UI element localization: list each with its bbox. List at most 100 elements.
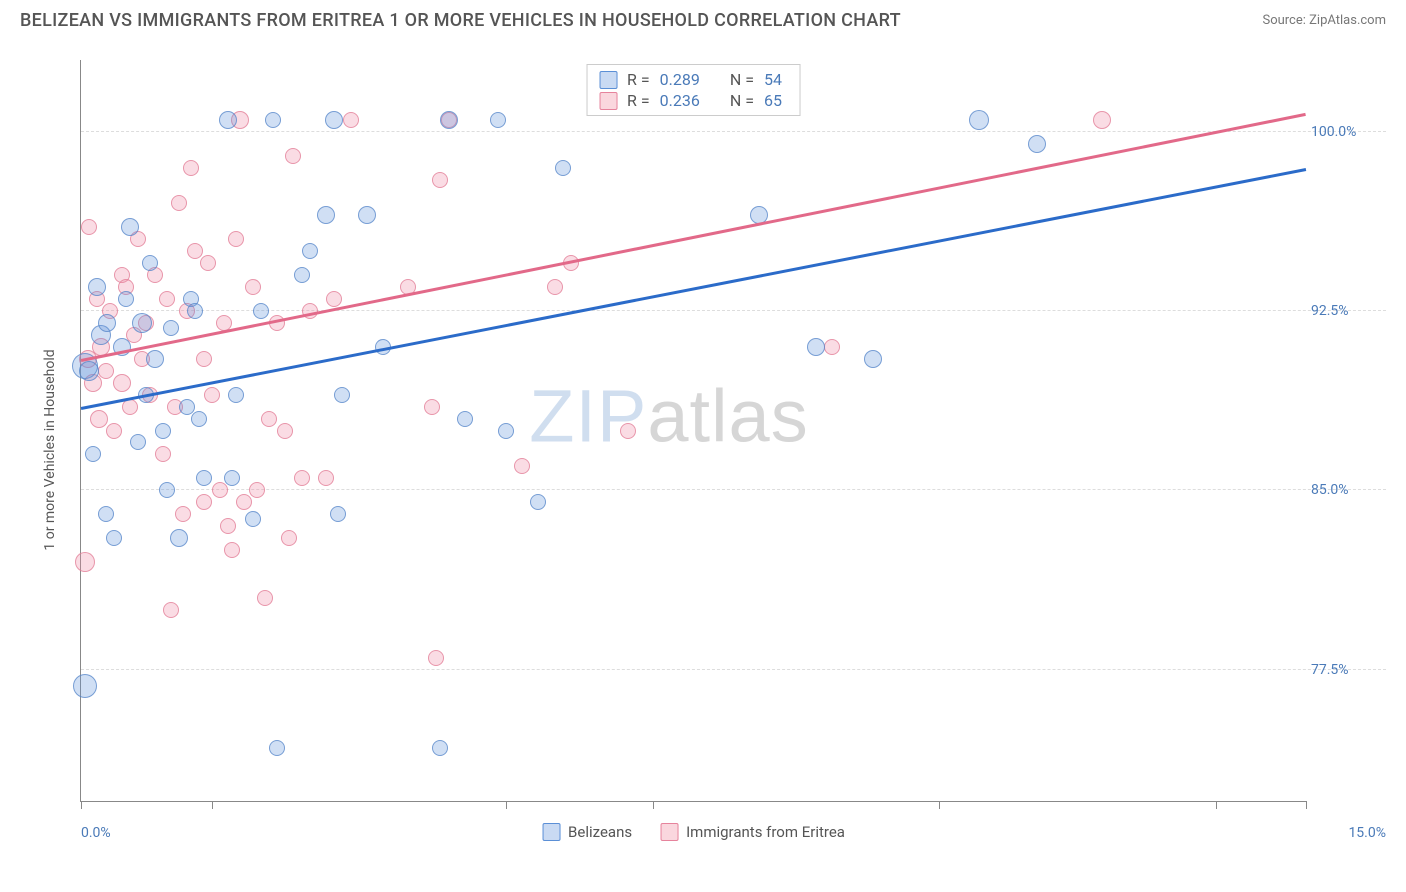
scatter-point — [142, 255, 158, 271]
x-axis-min-label: 0.0% — [81, 825, 111, 841]
scatter-point — [1028, 135, 1046, 153]
scatter-point — [969, 110, 989, 130]
y-tick-label: 100.0% — [1311, 124, 1381, 140]
legend-item-eritrea: Immigrants from Eritrea — [660, 823, 845, 841]
gridline — [81, 669, 1386, 670]
scatter-point — [191, 411, 207, 427]
scatter-point — [171, 195, 187, 211]
r-value: 0.289 — [660, 70, 700, 89]
scatter-point — [155, 423, 171, 439]
scatter-point — [146, 350, 164, 368]
scatter-point — [265, 112, 281, 128]
scatter-point — [228, 387, 244, 403]
legend-top: R = 0.289 N = 54 R = 0.236 N = 65 — [586, 64, 801, 116]
scatter-point — [106, 530, 122, 546]
scatter-point — [330, 506, 346, 522]
r-label: R = — [627, 91, 650, 110]
scatter-point — [285, 148, 301, 164]
scatter-point — [163, 602, 179, 618]
scatter-point — [228, 231, 244, 247]
scatter-point — [864, 350, 882, 368]
scatter-point — [245, 279, 261, 295]
y-tick-label: 92.5% — [1311, 303, 1381, 319]
swatch-pink-icon — [599, 92, 617, 110]
scatter-point — [424, 399, 440, 415]
scatter-point — [224, 470, 240, 486]
scatter-point — [212, 482, 228, 498]
x-tick — [81, 801, 82, 809]
scatter-point — [175, 506, 191, 522]
scatter-point — [1093, 111, 1111, 129]
x-axis-max-label: 15.0% — [1348, 825, 1386, 841]
scatter-point — [294, 470, 310, 486]
scatter-point — [294, 267, 310, 283]
scatter-point — [457, 411, 473, 427]
legend-top-row-blue: R = 0.289 N = 54 — [599, 69, 782, 90]
scatter-point — [121, 218, 139, 236]
scatter-point — [261, 411, 277, 427]
scatter-point — [334, 387, 350, 403]
scatter-point — [224, 542, 240, 558]
scatter-point — [257, 590, 273, 606]
x-tick — [939, 801, 940, 809]
scatter-point — [245, 511, 261, 527]
watermark: ZIPatlas — [529, 373, 808, 458]
swatch-pink-icon — [660, 823, 678, 841]
swatch-blue-icon — [599, 71, 617, 89]
r-label: R = — [627, 70, 650, 89]
x-tick — [653, 801, 654, 809]
scatter-point — [253, 303, 269, 319]
scatter-point — [159, 482, 175, 498]
scatter-point — [358, 206, 376, 224]
scatter-point — [196, 351, 212, 367]
x-tick — [212, 801, 213, 809]
scatter-point — [555, 160, 571, 176]
scatter-point — [155, 446, 171, 462]
plot-area: ZIPatlas R = 0.289 N = 54 R = 0.236 N = … — [80, 60, 1306, 802]
trend-line — [81, 168, 1306, 409]
scatter-point — [132, 313, 152, 333]
x-tick — [1216, 801, 1217, 809]
scatter-point — [317, 206, 335, 224]
scatter-point — [325, 111, 343, 129]
scatter-point — [302, 243, 318, 259]
scatter-point — [187, 303, 203, 319]
watermark-zip: ZIP — [529, 374, 647, 457]
scatter-point — [530, 494, 546, 510]
scatter-point — [249, 482, 265, 498]
n-value: 54 — [764, 70, 782, 89]
scatter-point — [498, 423, 514, 439]
legend-label: Immigrants from Eritrea — [686, 823, 845, 841]
legend-top-row-pink: R = 0.236 N = 65 — [599, 90, 782, 111]
x-tick — [1306, 801, 1307, 809]
scatter-point — [163, 320, 179, 336]
scatter-point — [620, 423, 636, 439]
n-label: N = — [730, 91, 754, 110]
scatter-point — [98, 506, 114, 522]
scatter-point — [75, 552, 95, 572]
scatter-point — [824, 339, 840, 355]
scatter-point — [440, 111, 458, 129]
scatter-point — [85, 446, 101, 462]
scatter-point — [200, 255, 216, 271]
swatch-blue-icon — [542, 823, 560, 841]
scatter-point — [79, 361, 99, 381]
scatter-point — [196, 494, 212, 510]
scatter-point — [183, 160, 199, 176]
scatter-point — [343, 112, 359, 128]
scatter-point — [269, 740, 285, 756]
scatter-point — [220, 518, 236, 534]
source-label: Source: ZipAtlas.com — [1262, 13, 1386, 28]
scatter-point — [73, 674, 97, 698]
scatter-point — [326, 291, 342, 307]
x-tick — [506, 801, 507, 809]
gridline — [81, 310, 1386, 311]
n-label: N = — [730, 70, 754, 89]
scatter-point — [432, 172, 448, 188]
scatter-point — [428, 650, 444, 666]
gridline — [81, 131, 1386, 132]
gridline — [81, 489, 1386, 490]
legend-bottom: Belizeans Immigrants from Eritrea — [542, 823, 845, 841]
chart-container: 1 or more Vehicles in Household ZIPatlas… — [50, 48, 1386, 852]
scatter-point — [98, 314, 116, 332]
